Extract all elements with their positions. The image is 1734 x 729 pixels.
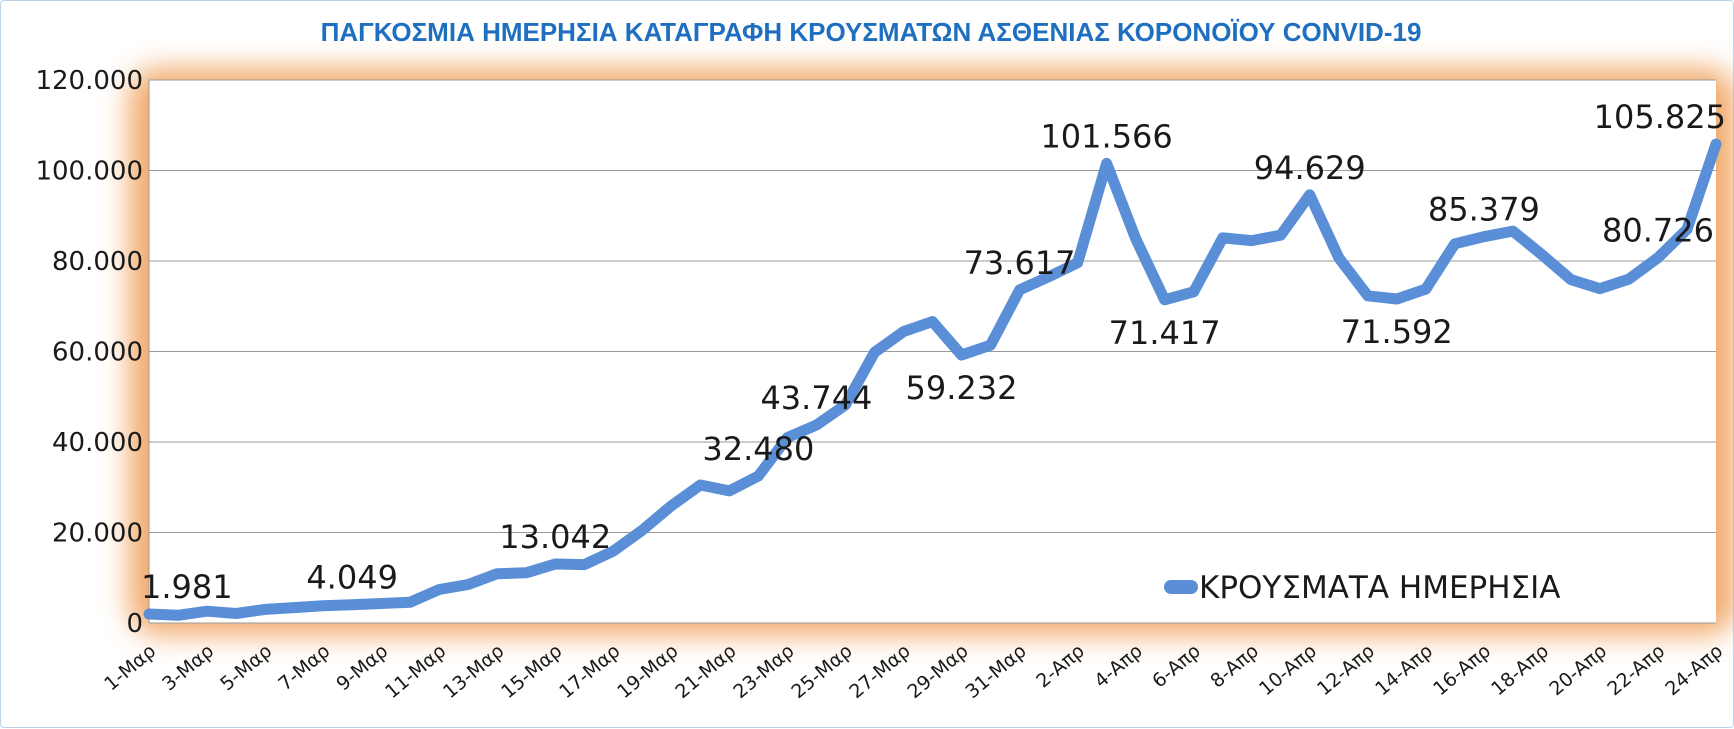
x-tick-label: 25-Μαρ (787, 640, 856, 703)
data-label: 94.629 (1254, 149, 1366, 187)
x-tick-label: 4-Απρ (1090, 640, 1147, 692)
x-tick-label: 11-Μαρ (381, 640, 450, 703)
y-tick-label: 0 (126, 609, 143, 639)
y-tick-label: 20.000 (52, 519, 143, 549)
data-label: 71.592 (1341, 313, 1453, 351)
x-tick-label: 21-Μαρ (671, 640, 740, 703)
x-tick-label: 2-Απρ (1032, 640, 1089, 692)
data-label: 4.049 (306, 559, 398, 597)
x-tick-label: 13-Μαρ (439, 640, 508, 703)
y-tick-label: 60.000 (52, 338, 143, 368)
x-tick-label: 1-Μαρ (100, 640, 160, 695)
x-tick-label: 20-Απρ (1545, 640, 1611, 700)
data-label: 71.417 (1109, 314, 1221, 352)
x-tick-label: 24-Απρ (1661, 640, 1727, 700)
x-tick-label: 6-Απρ (1148, 640, 1205, 692)
x-tick-label: 8-Απρ (1206, 640, 1263, 692)
series-line (143, 138, 1722, 621)
x-tick-label: 5-Μαρ (216, 640, 276, 695)
data-label: 32.480 (702, 430, 814, 468)
x-tick-label: 22-Απρ (1603, 640, 1669, 700)
data-label: 1.981 (141, 568, 233, 606)
x-tick-label: 3-Μαρ (158, 640, 218, 695)
x-tick-label: 10-Απρ (1255, 640, 1321, 700)
y-tick-label: 120.000 (35, 66, 143, 96)
x-tick-label: 27-Μαρ (845, 640, 914, 703)
x-tick-label: 18-Απρ (1487, 640, 1553, 700)
legend-label: ΚΡΟΥΣΜΑΤΑ ΗΜΕΡΗΣΙΑ (1199, 570, 1560, 606)
x-tick-label: 12-Απρ (1313, 640, 1379, 700)
chart-title: ΠΑΓΚΟΣΜΙΑ ΗΜΕΡΗΣΙΑ ΚΑΤΑΓΡΑΦΗ ΚΡΟΥΣΜΑΤΩΝ … (321, 17, 1422, 47)
data-label: 43.744 (760, 379, 872, 417)
data-label: 13.042 (499, 518, 611, 556)
x-tick-label: 23-Μαρ (729, 640, 798, 703)
data-label: 85.379 (1428, 191, 1540, 229)
data-label: 101.566 (1040, 117, 1172, 155)
x-tick-label: 31-Μαρ (961, 640, 1030, 703)
y-tick-label: 100.000 (35, 157, 143, 187)
x-tick-label: 29-Μαρ (903, 640, 972, 703)
x-tick-label: 15-Μαρ (497, 640, 566, 703)
x-tick-label: 14-Απρ (1371, 640, 1437, 700)
data-label: 73.617 (964, 244, 1076, 282)
x-tick-label: 19-Μαρ (613, 640, 682, 703)
x-tick-label: 7-Μαρ (274, 640, 334, 695)
data-label: 80.726 (1602, 212, 1714, 250)
data-label: 59.232 (906, 369, 1018, 407)
x-tick-label: 17-Μαρ (555, 640, 624, 703)
data-label: 105.825 (1594, 98, 1726, 136)
x-tick-label: 16-Απρ (1429, 640, 1495, 700)
y-tick-label: 80.000 (52, 247, 143, 277)
y-tick-label: 40.000 (52, 428, 143, 458)
